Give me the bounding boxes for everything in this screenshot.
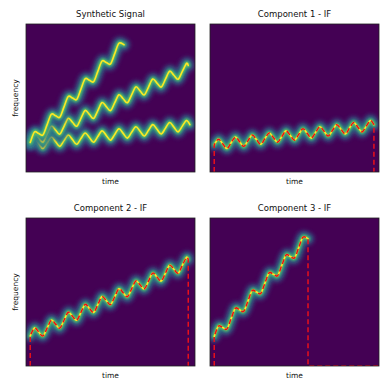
plot-area: [30, 43, 190, 149]
ridge-glow: [214, 120, 374, 148]
plot-background: [26, 24, 195, 172]
plot-area: [214, 237, 379, 366]
plot-frame: [26, 218, 195, 366]
plot-background: [210, 218, 379, 366]
ridge-glow: [214, 120, 374, 148]
x-label: time: [286, 177, 303, 186]
x-label: time: [102, 177, 119, 186]
ridge: [30, 43, 124, 143]
figure: Synthetic Signal time frequency Component 1…: [0, 0, 390, 390]
plot-frame: [26, 24, 195, 172]
ridge-glow: [30, 63, 188, 142]
ridge-glow: [30, 43, 124, 143]
panel: Component 3 - IF time: [210, 203, 379, 380]
x-label: time: [286, 371, 303, 380]
ridge-glow: [214, 120, 374, 148]
title: Synthetic Signal: [76, 9, 145, 19]
plot-background: [26, 218, 195, 366]
ridge-core: [214, 120, 374, 148]
y-label: frequency: [11, 273, 20, 311]
ridge-glow: [30, 63, 188, 142]
ridge: [30, 63, 188, 142]
x-label: time: [102, 371, 119, 380]
if-line: [214, 237, 379, 366]
plot-frame: [210, 218, 379, 366]
title: Component 2 - IF: [74, 203, 147, 213]
ridge-glow: [30, 257, 188, 336]
panel: Component 1 - IF time: [210, 9, 379, 186]
plot-area: [30, 257, 188, 366]
ridge-glow: [30, 63, 188, 142]
plot-background: [210, 24, 379, 172]
ridge-glow: [30, 257, 188, 336]
ridge-core: [214, 237, 308, 337]
if-line: [30, 257, 188, 366]
y-label: frequency: [11, 79, 20, 117]
if-line: [214, 120, 374, 172]
title: Component 1 - IF: [258, 9, 331, 19]
ridge-glow: [214, 237, 308, 337]
ridge-core: [30, 257, 188, 336]
ridge-glow: [30, 43, 124, 143]
plot-area: [214, 120, 374, 172]
ridge-glow: [214, 237, 308, 337]
title: Component 3 - IF: [258, 203, 331, 213]
panel: Component 2 - IF time frequency: [11, 203, 195, 380]
ridge-glow: [214, 237, 308, 337]
ridge-glow: [30, 43, 124, 143]
ridge-glow: [30, 257, 188, 336]
plot-frame: [210, 24, 379, 172]
panel: Synthetic Signal time frequency: [11, 9, 195, 186]
